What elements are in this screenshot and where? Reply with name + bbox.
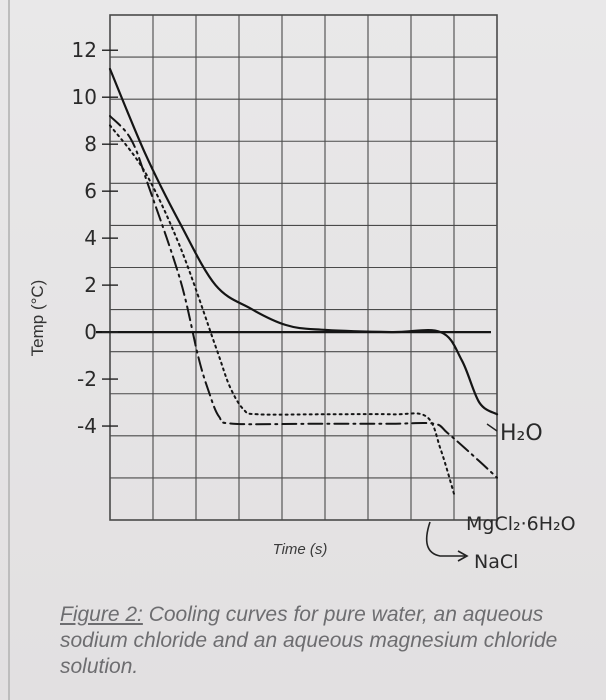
chart-grid (109, 14, 498, 521)
cooling-curves-chart: 12 10 8 6 4 2 0 -2 -4 Temp (°C) Time (s) H₂O MgC… (28, 14, 576, 573)
figure-frame (8, 0, 606, 700)
magnesium-chloride-curve (109, 115, 498, 479)
y-tick-label: 12 (72, 38, 97, 62)
sodium-chloride-curve (109, 124, 456, 498)
y-axis-label: Temp (°C) (28, 280, 47, 357)
x-axis-label: Time (s) (273, 541, 328, 558)
h2o-pointer (486, 423, 498, 432)
label-pointer-arrow (425, 521, 465, 557)
figure-caption: Figure 2: Cooling curves for pure water,… (60, 602, 600, 680)
series-label-sodium-chloride: NaCl (474, 551, 518, 573)
series-label-water: H₂O (500, 421, 543, 446)
y-tick-label: -2 (77, 367, 97, 391)
figure-label: Figure 2: (60, 603, 143, 626)
y-tick-label: 10 (72, 85, 97, 109)
chart-series (108, 67, 499, 498)
y-tick-label: 2 (84, 273, 97, 297)
y-tick-label: 8 (84, 132, 97, 156)
y-tick-label: 0 (84, 320, 97, 344)
series-label-magnesium-chloride: MgCl₂·6H₂O (466, 513, 576, 535)
label-pointer-arrowhead (457, 550, 469, 562)
y-tick-label: -4 (77, 414, 97, 438)
y-tick-label: 4 (84, 226, 97, 250)
figure-caption-text: Cooling curves for pure water, an aqueou… (60, 603, 558, 678)
water-curve (108, 67, 499, 416)
chart-axes: 12 10 8 6 4 2 0 -2 -4 (72, 38, 491, 438)
y-tick-label: 6 (84, 179, 97, 203)
